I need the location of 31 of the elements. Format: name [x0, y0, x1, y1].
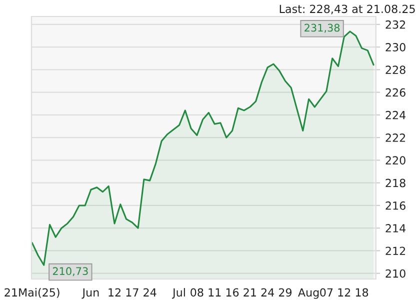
y-tick-label: 226: [386, 88, 406, 97]
x-tick-label: Jun: [82, 288, 99, 299]
annotation: 210,73: [52, 267, 88, 276]
y-tick-label: 216: [386, 201, 406, 210]
y-tick-label: 218: [386, 178, 406, 188]
y-tick-label: 214: [386, 224, 406, 232]
y-tick-label: 212: [386, 246, 406, 255]
x-tick-label: 17: [126, 288, 138, 296]
annotation: 231,38: [304, 24, 340, 33]
y-tick-label: 224: [386, 110, 406, 120]
text: Last: 228,43 at 21.08.25: [280, 4, 415, 14]
x-tick-label: 21Mai(25): [4, 288, 60, 298]
x-tick-label: 07: [320, 288, 333, 297]
y-tick-label: 228: [386, 66, 406, 74]
x-tick-label: 21: [244, 288, 256, 296]
y-tick-label: 222: [386, 134, 406, 142]
x-tick-label: 29: [278, 288, 292, 297]
x-tick-label: Aug: [298, 288, 319, 299]
x-tick-label: 24: [144, 288, 156, 296]
y-tick-label: 232: [386, 20, 406, 29]
x-tick-label: 12: [108, 288, 120, 296]
y-tick-label: 220: [386, 156, 406, 165]
x-tick-label: Jul: [172, 288, 185, 299]
x-tick-label: 11: [208, 288, 221, 296]
x-tick-label: 16: [226, 288, 239, 297]
x-tick-label: 18: [356, 288, 368, 297]
y-tick-label: 210: [386, 269, 406, 278]
x-tick-label: 24: [261, 288, 274, 296]
x-tick-label: 08: [190, 288, 204, 297]
y-tick-label: 230: [386, 43, 406, 52]
x-tick-label: 12: [338, 288, 350, 296]
